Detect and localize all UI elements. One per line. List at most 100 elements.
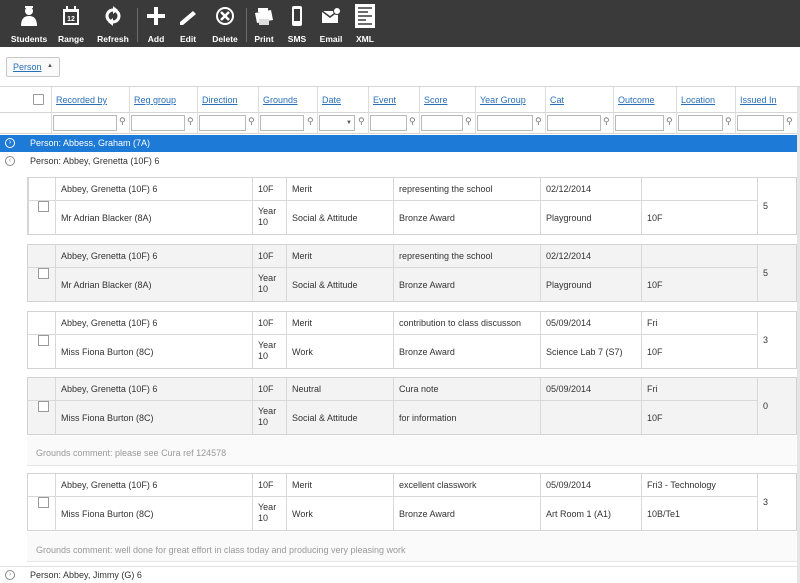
filter-icon[interactable]: ⚲ (248, 116, 255, 126)
filter-input[interactable] (260, 115, 304, 131)
column-location[interactable]: Location (676, 87, 735, 113)
divider (757, 378, 758, 434)
filter-input[interactable] (370, 115, 407, 131)
filter-icon[interactable]: ⚲ (358, 116, 365, 126)
filter-icon[interactable]: ⚲ (307, 116, 314, 126)
range-button[interactable]: 12 Range (52, 0, 90, 47)
column-header-row: Recorded by Reg group Direction Grounds … (0, 87, 800, 113)
filter-input[interactable] (547, 115, 601, 131)
filter-icon[interactable]: ⚲ (119, 116, 126, 126)
chevron-down-icon[interactable]: ▼ (346, 120, 352, 126)
divider (540, 178, 541, 234)
issued-in: 10B/Te1 (647, 509, 681, 519)
filter-grounds: ⚲ (258, 113, 317, 134)
plus-icon (146, 6, 166, 26)
expand-icon[interactable]: › (5, 570, 15, 580)
column-recorded-by[interactable]: Recorded by (51, 87, 129, 113)
toolbar-separator (246, 8, 247, 42)
row-checkbox[interactable] (38, 401, 49, 412)
divider (28, 496, 758, 497)
filter-input[interactable] (131, 115, 185, 131)
location: Art Room 1 (A1) (546, 509, 612, 519)
students-button[interactable]: Students (8, 0, 50, 47)
divider (757, 312, 758, 368)
filter-icon[interactable]: ⚲ (603, 116, 610, 126)
column-date[interactable]: Date (317, 87, 368, 113)
email-button[interactable]: Email (316, 0, 346, 47)
select-all-checkbox[interactable] (33, 94, 44, 105)
divider (286, 178, 287, 234)
record-card[interactable]: Abbey, Grenetta (10F) 6 10F Merit repres… (27, 177, 797, 235)
filter-icon[interactable]: ⚲ (187, 116, 194, 126)
divider (540, 474, 541, 530)
filter-input[interactable] (199, 115, 246, 131)
toolbar: Students 12 Range Refresh Add Edit Delet… (0, 0, 800, 47)
column-year-group[interactable]: Year Group (475, 87, 545, 113)
filter-input[interactable] (53, 115, 117, 131)
xml-icon (354, 4, 376, 28)
divider (28, 267, 758, 268)
edit-button[interactable]: Edit (173, 0, 203, 47)
record-card[interactable]: Abbey, Grenetta (10F) 6 10F Merit excell… (27, 473, 797, 531)
column-cat[interactable]: Cat (545, 87, 613, 113)
add-button[interactable]: Add (140, 0, 172, 47)
print-button[interactable]: Print (250, 0, 278, 47)
divider (28, 200, 758, 201)
group-by-person-chip[interactable]: Person ▲ (6, 57, 60, 77)
record-card[interactable]: Abbey, Grenetta (10F) 6 10F Merit contri… (27, 311, 797, 369)
filter-icon[interactable]: ⚲ (725, 116, 732, 126)
outcome: Fri (647, 318, 658, 328)
filter-input[interactable] (615, 115, 664, 131)
column-grounds[interactable]: Grounds (258, 87, 317, 113)
column-direction[interactable]: Direction (197, 87, 258, 113)
column-score[interactable]: Score (419, 87, 475, 113)
column-reg-group[interactable]: Reg group (129, 87, 197, 113)
column-outcome[interactable]: Outcome (613, 87, 676, 113)
sort-ascending-icon[interactable]: ▲ (47, 63, 53, 69)
group-by-label[interactable]: Person (13, 62, 42, 72)
filter-icon[interactable]: ⚲ (666, 116, 673, 126)
points-total: 3 (762, 497, 768, 507)
outcome: Fri3 - Technology (647, 480, 716, 490)
filter-input[interactable] (421, 115, 463, 131)
expand-icon[interactable]: › (5, 138, 15, 148)
row-checkbox[interactable] (38, 335, 49, 346)
filter-icon[interactable]: ⚲ (786, 116, 793, 126)
column-event[interactable]: Event (368, 87, 419, 113)
recorded-by: Mr Adrian Blacker (8A) (61, 280, 152, 290)
collapse-icon[interactable]: ‹ (5, 156, 15, 166)
points-total: 5 (762, 201, 768, 211)
filter-input[interactable] (678, 115, 723, 131)
filter-event: ⚲ (368, 113, 419, 134)
score: Bronze Award (399, 347, 455, 357)
divider (286, 245, 287, 301)
filter-date-input[interactable] (319, 115, 355, 131)
filter-icon[interactable]: ⚲ (535, 116, 542, 126)
filter-input[interactable] (477, 115, 533, 131)
filter-input[interactable] (737, 115, 784, 131)
refresh-button[interactable]: Refresh (94, 0, 132, 47)
recorded-by: Mr Adrian Blacker (8A) (61, 213, 152, 223)
direction: Merit (292, 318, 312, 328)
scrollbar[interactable] (797, 87, 800, 583)
row-checkbox[interactable] (38, 268, 49, 279)
xml-button[interactable]: XML (351, 0, 379, 47)
record-card[interactable]: Abbey, Grenetta (10F) 6 10F Merit repres… (27, 244, 797, 302)
delete-button[interactable]: Delete (208, 0, 242, 47)
group-row[interactable]: › Person: Abbey, Jimmy (G) 6 (0, 566, 800, 583)
group-row-selected[interactable]: › Person: Abbess, Graham (7A) (0, 135, 800, 152)
filter-reg-group: ⚲ (129, 113, 197, 134)
comment-row (27, 436, 797, 466)
row-checkbox[interactable] (38, 497, 49, 508)
column-issued-in[interactable]: Issued In (735, 87, 797, 113)
record-card[interactable]: Abbey, Grenetta (10F) 6 10F Neutral Cura… (27, 377, 797, 435)
issued-in: 10F (647, 280, 663, 290)
group-row-expanded[interactable]: ‹ Person: Abbey, Grenetta (10F) 6 (0, 153, 800, 170)
filter-issued-in: ⚲ (735, 113, 797, 134)
sms-button[interactable]: SMS (283, 0, 311, 47)
row-checkbox[interactable] (38, 201, 49, 212)
filter-icon[interactable]: ⚲ (409, 116, 416, 126)
filter-icon[interactable]: ⚲ (465, 116, 472, 126)
filter-row: ⚲ ⚲ ⚲ ⚲ ▼ ⚲ ⚲ ⚲ ⚲ ⚲ ⚲ ⚲ ⚲ (0, 113, 800, 134)
direction: Neutral (292, 384, 322, 394)
